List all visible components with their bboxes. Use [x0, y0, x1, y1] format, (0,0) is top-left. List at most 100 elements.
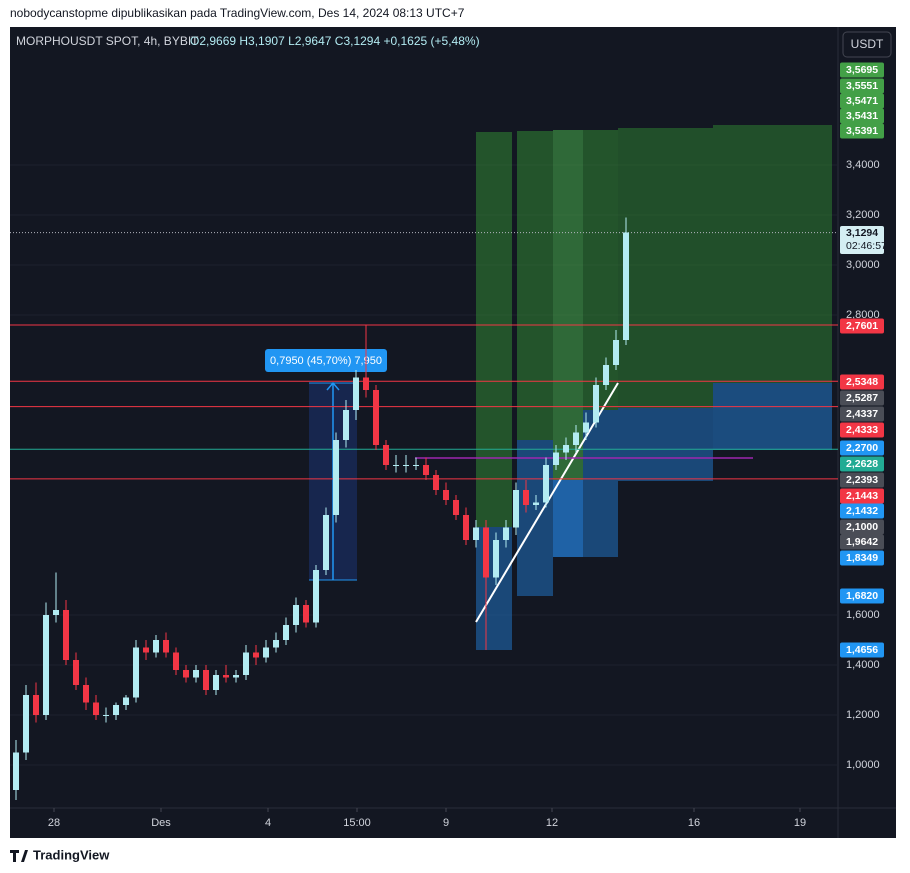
candle-body: [453, 500, 459, 515]
candle-body: [493, 540, 499, 578]
position-profit: [618, 128, 713, 408]
candle-body: [123, 697, 129, 705]
x-tick-label: 28: [48, 817, 60, 829]
price-label-box: [840, 62, 884, 78]
logo-icon: [10, 850, 28, 862]
candle-body: [183, 670, 189, 678]
candle-body: [213, 675, 219, 690]
y-tick-label: 3,2000: [846, 209, 880, 221]
y-tick-label: 1,2000: [846, 709, 880, 721]
candle-body: [303, 605, 309, 623]
candle-body: [513, 490, 519, 528]
price-label-box: [840, 123, 884, 139]
candle-body: [583, 422, 589, 433]
candle-body: [263, 647, 269, 658]
price-label-box: [840, 318, 884, 334]
price-label: 2,2393: [846, 474, 878, 486]
price-label: 1,8349: [846, 552, 878, 564]
price-label-box: [840, 93, 884, 109]
price-label: 2,5287: [846, 392, 878, 404]
candle-body: [373, 390, 379, 445]
x-tick-label: 15:00: [343, 817, 371, 829]
price-label: 1,4656: [846, 644, 878, 656]
price-label: 1,9642: [846, 536, 878, 548]
candle-body: [323, 515, 329, 570]
measure-label-box: [265, 349, 387, 372]
chart-title: MORPHOUSDT SPOT, 4h, BYBIT: [16, 34, 199, 48]
y-tick-label: 3,4000: [846, 159, 880, 171]
y-tick-label: 1,6000: [846, 609, 880, 621]
candle-body: [193, 670, 199, 678]
price-label: 3,1294: [846, 227, 878, 239]
candle-body: [563, 445, 569, 453]
candle-body: [23, 695, 29, 753]
candle-body: [53, 610, 59, 615]
x-tick-label: 9: [443, 817, 449, 829]
price-label-box: [840, 108, 884, 124]
candle-body: [113, 705, 119, 715]
y-tick-label: 3,0000: [846, 259, 880, 271]
candle-body: [423, 465, 429, 475]
candle-body: [133, 647, 139, 698]
candle-body: [613, 340, 619, 365]
price-label: 2,2700: [846, 442, 878, 454]
price-label-box: [840, 226, 884, 254]
candle-body: [533, 502, 539, 505]
candle-body: [283, 625, 289, 640]
price-label: 1,6820: [846, 590, 878, 602]
x-tick-label: 16: [688, 817, 700, 829]
candle-body: [433, 475, 439, 490]
candle-body: [403, 465, 409, 466]
candle-body: [33, 695, 39, 715]
position-profit: [713, 125, 832, 383]
candle-body: [73, 660, 79, 685]
price-label-box: [840, 472, 884, 488]
candle-body: [393, 465, 399, 466]
price-label-box: [840, 550, 884, 566]
price-label: 2,7601: [846, 320, 878, 332]
candle-body: [383, 445, 389, 465]
candle-body: [293, 605, 299, 625]
candle-body: [63, 610, 69, 660]
price-label-box: [840, 642, 884, 658]
attribution: nobodycanstopme dipublikasikan pada Trad…: [10, 6, 465, 20]
position-loss: [583, 410, 618, 557]
y-tick-label: 2,8000: [846, 309, 880, 321]
price-label-box: [840, 488, 884, 504]
brand: TradingView: [33, 847, 110, 862]
x-tick-label: 4: [265, 817, 271, 829]
candle-body: [623, 232, 629, 340]
price-label-box: [840, 534, 884, 550]
position-loss: [553, 480, 583, 557]
candle-body: [343, 410, 349, 440]
candle-body: [573, 432, 579, 445]
x-tick-label: 19: [794, 817, 806, 829]
currency-label[interactable]: USDT: [851, 37, 884, 51]
price-label: 2,4333: [846, 424, 878, 436]
price-label-box: [840, 588, 884, 604]
price-label: 3,5391: [846, 125, 878, 137]
candle-body: [93, 702, 99, 715]
price-label: 2,4337: [846, 408, 878, 420]
candle-body: [43, 615, 49, 715]
position-profit: [476, 132, 512, 527]
footer-logo: TradingView: [10, 847, 110, 862]
price-label-box: [840, 406, 884, 422]
candle-body: [483, 527, 489, 578]
candle-body: [473, 527, 479, 540]
price-label: 2,1443: [846, 490, 878, 502]
price-label: 3,5431: [846, 110, 878, 122]
candle-body: [83, 685, 89, 703]
price-label-box: [840, 519, 884, 535]
candle-body: [553, 452, 559, 465]
price-label-box: [840, 374, 884, 390]
price-label: 2,1432: [846, 505, 878, 517]
candle-body: [203, 670, 209, 690]
candle-body: [223, 675, 229, 678]
price-label-box: [840, 503, 884, 519]
currency-button[interactable]: [842, 31, 892, 58]
position-profit: [517, 131, 553, 440]
candle-body: [363, 377, 369, 390]
